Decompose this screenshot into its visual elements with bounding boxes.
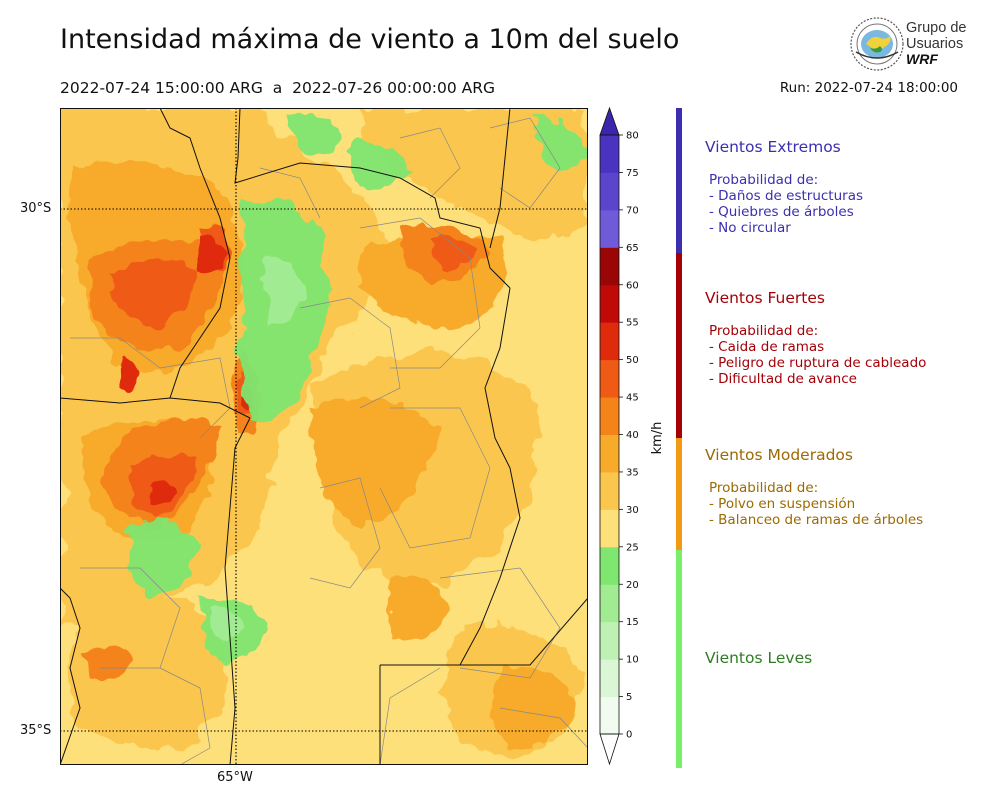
colorbar-tick-label: 25 bbox=[626, 542, 639, 553]
colorbar-cell bbox=[600, 322, 619, 361]
wind-speed-colorbar: 0 5 10 15 20 25 30 35 40 45 50 55 60 65 70 75 80 km/h bbox=[599, 106, 665, 766]
colorbar-tick-label: 80 bbox=[626, 131, 639, 142]
colorbar-tick-label: 75 bbox=[626, 168, 639, 179]
colorbar-tick-label: 60 bbox=[626, 280, 639, 291]
map-frame bbox=[60, 108, 588, 765]
wind-map bbox=[60, 108, 588, 765]
colorbar-cell bbox=[600, 659, 619, 698]
lat-label-30s: 30°S bbox=[20, 201, 52, 216]
colorbar-cell bbox=[600, 471, 619, 510]
colorbar-tick-label: 50 bbox=[626, 355, 639, 366]
graticule bbox=[60, 108, 588, 765]
colorbar-cell bbox=[600, 172, 619, 211]
category-description: Probabilidad de: - Polvo en suspensión - B… bbox=[709, 480, 923, 528]
category-description-line: - Dificultad de avance bbox=[709, 371, 857, 387]
globe-icon bbox=[850, 17, 904, 71]
colorbar-tick-label: 5 bbox=[626, 692, 632, 703]
category-title: Vientos Leves bbox=[705, 649, 813, 667]
lat-label-35s: 35°S bbox=[20, 723, 52, 738]
category-description: Probabilidad de: - Caida de ramas - Peligr… bbox=[709, 323, 926, 387]
logo-line1: Grupo de bbox=[906, 20, 966, 36]
colorbar-cell bbox=[600, 397, 619, 435]
colorbar-tick-label: 45 bbox=[626, 393, 639, 404]
category-description-line: Probabilidad de: bbox=[709, 172, 819, 188]
category-title: Vientos Extremos bbox=[705, 138, 841, 156]
map-title: Intensidad máxima de viento a 10m del su… bbox=[60, 24, 680, 55]
colorbar-tick-label: 20 bbox=[626, 580, 639, 591]
colorbar-tick-label: 0 bbox=[626, 730, 632, 741]
colorbar-tick-label: 15 bbox=[626, 617, 639, 628]
category-color-bar bbox=[676, 108, 682, 768]
category-description-line: - Peligro de ruptura de cableado bbox=[709, 355, 927, 371]
colorbar-extend-max bbox=[599, 106, 620, 136]
grupo-usuarios-wrf-logo: Grupo de Usuarios WRF bbox=[850, 17, 966, 71]
category-title: Vientos Fuertes bbox=[705, 289, 825, 307]
colorbar-tick-label: 35 bbox=[626, 467, 639, 478]
category-title: Vientos Moderados bbox=[705, 446, 853, 464]
category-description-line: - Polvo en suspensión bbox=[709, 496, 856, 512]
colorbar-tick-label: 65 bbox=[626, 243, 639, 254]
wind-field-50-55 bbox=[120, 235, 251, 505]
colorbar-cell bbox=[600, 696, 619, 735]
colorbar-cell bbox=[600, 434, 619, 473]
colorbar-cell bbox=[600, 359, 619, 398]
colorbar-cell bbox=[600, 584, 619, 623]
forecast-period: 2022-07-24 15:00:00 ARG a 2022-07-26 00:… bbox=[60, 79, 496, 97]
colorbar-tick-label: 10 bbox=[626, 655, 639, 666]
category-description-line: Probabilidad de: bbox=[709, 480, 819, 496]
logo-line2: Usuarios bbox=[906, 36, 963, 52]
department-boundaries bbox=[70, 117, 588, 765]
logo-line3: WRF bbox=[906, 51, 938, 67]
colorbar-tick-label: 40 bbox=[626, 430, 639, 441]
category-description-line: - Daños de estructuras bbox=[709, 188, 864, 204]
colorbar-cell bbox=[600, 284, 619, 323]
category-description-line: - Caida de ramas bbox=[709, 339, 825, 355]
run-time: Run: 2022-07-24 18:00:00 bbox=[779, 80, 958, 96]
category-description-line: - Quiebres de árboles bbox=[709, 204, 854, 220]
colorbar-cell bbox=[600, 247, 619, 286]
colorbar-extend-min bbox=[599, 733, 620, 766]
colorbar-cell bbox=[600, 546, 619, 585]
colorbar-tick-label: 55 bbox=[626, 318, 639, 329]
colorbar-cell bbox=[600, 135, 619, 173]
category-description-line: - Balanceo de ramas de árboles bbox=[709, 512, 924, 528]
category-description-line: - No circular bbox=[709, 220, 791, 236]
province-boundaries bbox=[60, 108, 588, 765]
lon-label-65w: 65°W bbox=[217, 770, 253, 785]
colorbar-tick-label: 30 bbox=[626, 505, 639, 516]
category-description: Probabilidad de: - Daños de estructuras - … bbox=[709, 172, 863, 236]
colorbar-cell bbox=[600, 509, 619, 548]
colorbar-cell bbox=[600, 621, 619, 660]
colorbar-unit-label: km/h bbox=[650, 422, 665, 455]
colorbar-cell bbox=[600, 209, 619, 248]
colorbar-tick-label: 70 bbox=[626, 205, 639, 216]
category-description-line: Probabilidad de: bbox=[709, 323, 819, 339]
